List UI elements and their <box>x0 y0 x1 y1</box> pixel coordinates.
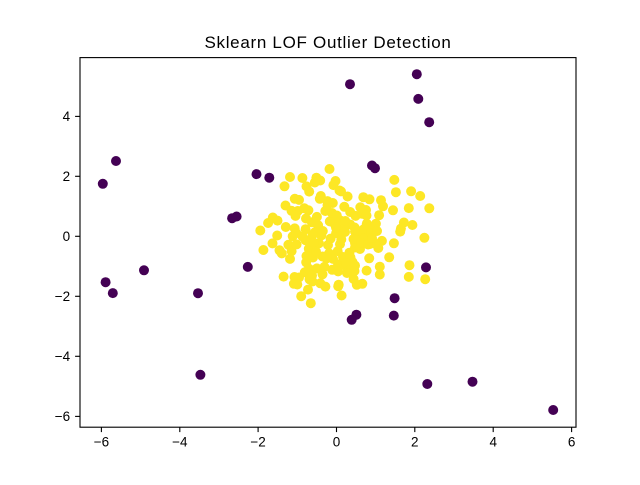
svg-text:−2: −2 <box>55 289 70 304</box>
svg-text:0: 0 <box>63 229 71 244</box>
svg-text:−6: −6 <box>55 409 70 424</box>
svg-text:0: 0 <box>333 435 341 450</box>
svg-text:−4: −4 <box>55 349 71 364</box>
svg-text:−4: −4 <box>172 435 188 450</box>
svg-text:Sklearn LOF Outlier Detection: Sklearn LOF Outlier Detection <box>204 33 451 52</box>
svg-text:4: 4 <box>489 435 497 450</box>
svg-text:4: 4 <box>63 109 71 124</box>
svg-text:−6: −6 <box>94 435 109 450</box>
svg-text:−2: −2 <box>250 435 265 450</box>
svg-text:6: 6 <box>568 435 576 450</box>
svg-text:2: 2 <box>411 435 419 450</box>
svg-text:2: 2 <box>63 169 71 184</box>
